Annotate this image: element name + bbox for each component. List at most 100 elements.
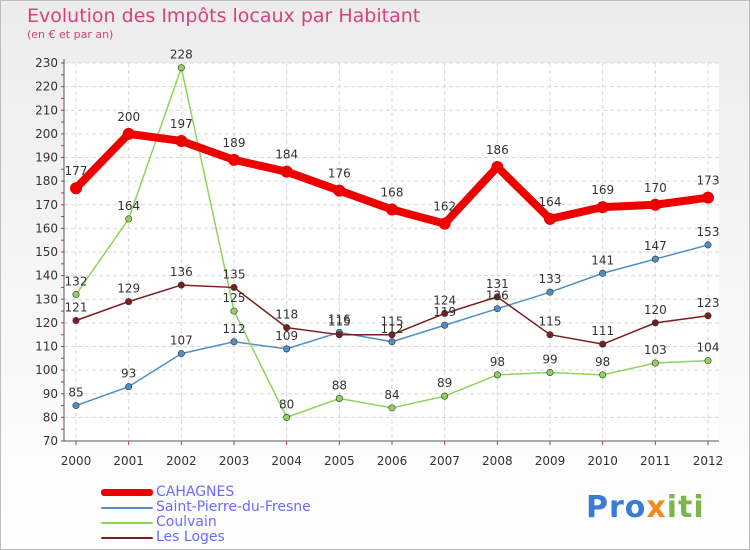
legend-swatch-les-loges bbox=[101, 537, 153, 539]
series bbox=[70, 64, 714, 421]
data-point-cahagnes bbox=[702, 191, 714, 204]
data-point-les-loges bbox=[599, 340, 607, 348]
data-point-saint-pierre-du-fresne bbox=[651, 255, 659, 263]
data-point-les-loges bbox=[230, 283, 238, 291]
logo-part-1: Pro bbox=[586, 490, 647, 525]
data-point-coulvain bbox=[651, 359, 659, 367]
data-label-coulvain: 88 bbox=[332, 378, 347, 392]
data-label-cahagnes: 197 bbox=[170, 117, 193, 131]
y-tick-label: 150 bbox=[35, 245, 58, 259]
y-tick-label: 190 bbox=[35, 151, 58, 165]
data-label-coulvain: 80 bbox=[279, 397, 294, 411]
x-tick-label: 2010 bbox=[587, 454, 618, 468]
data-label-coulvain: 98 bbox=[490, 355, 505, 369]
data-labels: 85 93 107 112 109 116 112 119 126 133 141 147 153 132… bbox=[65, 48, 720, 412]
data-point-les-loges bbox=[72, 317, 80, 325]
proxiti-logo: Proxiti bbox=[586, 490, 705, 525]
data-label-saint-pierre-du-fresne: 116 bbox=[328, 312, 351, 326]
data-point-les-loges bbox=[335, 331, 343, 339]
data-point-saint-pierre-du-fresne bbox=[125, 383, 133, 391]
data-point-cahagnes bbox=[122, 127, 135, 140]
y-tick-label: 180 bbox=[35, 174, 58, 188]
data-label-les-loges: 135 bbox=[223, 267, 246, 281]
data-label-cahagnes: 186 bbox=[486, 143, 509, 157]
data-label-cahagnes: 176 bbox=[328, 167, 351, 181]
data-label-saint-pierre-du-fresne: 119 bbox=[433, 305, 456, 319]
data-point-coulvain bbox=[441, 392, 449, 400]
data-point-cahagnes bbox=[491, 160, 504, 173]
data-label-coulvain: 164 bbox=[117, 199, 140, 213]
data-label-les-loges: 136 bbox=[170, 265, 193, 279]
y-tick-label: 160 bbox=[35, 221, 58, 235]
legend-label-coulvain: Coulvain bbox=[156, 514, 217, 530]
data-point-les-loges bbox=[283, 324, 291, 332]
data-label-saint-pierre-du-fresne: 147 bbox=[644, 239, 667, 253]
data-label-saint-pierre-du-fresne: 107 bbox=[170, 334, 193, 348]
y-tick-label: 130 bbox=[35, 292, 58, 306]
y-tick-label: 100 bbox=[35, 363, 58, 377]
data-label-cahagnes: 164 bbox=[539, 195, 562, 209]
data-label-saint-pierre-du-fresne: 153 bbox=[697, 225, 720, 239]
chart-title: Evolution des Impôts locaux par Habitant bbox=[27, 5, 421, 27]
data-label-saint-pierre-du-fresne: 112 bbox=[381, 322, 404, 336]
data-label-les-loges: 129 bbox=[117, 282, 140, 296]
data-point-cahagnes bbox=[70, 182, 82, 195]
data-label-coulvain: 99 bbox=[542, 352, 557, 366]
data-point-cahagnes bbox=[596, 201, 609, 214]
data-point-saint-pierre-du-fresne bbox=[546, 288, 554, 296]
data-point-les-loges bbox=[704, 312, 712, 320]
legend-swatch-cahagnes bbox=[101, 489, 153, 496]
data-point-cahagnes bbox=[649, 198, 662, 211]
data-label-saint-pierre-du-fresne: 85 bbox=[68, 386, 83, 400]
x-tick-label: 2000 bbox=[61, 454, 92, 468]
data-label-cahagnes: 200 bbox=[117, 110, 140, 124]
data-point-coulvain bbox=[546, 368, 554, 376]
chart-subtitle: (en € et par an) bbox=[27, 28, 114, 41]
x-tick-label: 2006 bbox=[377, 454, 408, 468]
y-tick-label: 140 bbox=[35, 269, 58, 283]
legend-swatch-saint-pierre-du-fresne bbox=[101, 507, 153, 509]
data-label-les-loges: 115 bbox=[328, 315, 351, 329]
data-label-cahagnes: 168 bbox=[381, 185, 404, 199]
data-point-cahagnes bbox=[438, 217, 451, 230]
data-label-les-loges: 118 bbox=[275, 308, 298, 322]
data-point-saint-pierre-du-fresne bbox=[441, 321, 449, 329]
data-label-saint-pierre-du-fresne: 109 bbox=[275, 329, 298, 343]
data-point-coulvain bbox=[493, 371, 501, 379]
data-label-les-loges: 131 bbox=[486, 277, 509, 291]
data-point-les-loges bbox=[493, 293, 501, 301]
data-point-cahagnes bbox=[175, 134, 188, 147]
data-label-coulvain: 132 bbox=[65, 275, 88, 289]
data-point-coulvain bbox=[230, 307, 238, 315]
y-tick-label: 230 bbox=[35, 56, 58, 70]
y-tick-label: 70 bbox=[43, 434, 58, 448]
data-point-cahagnes bbox=[280, 165, 293, 178]
data-label-saint-pierre-du-fresne: 133 bbox=[539, 272, 562, 286]
y-tick-label: 220 bbox=[35, 80, 58, 94]
logo-part-3: iti bbox=[666, 490, 705, 525]
data-label-les-loges: 115 bbox=[539, 315, 562, 329]
data-point-les-loges bbox=[388, 331, 396, 339]
data-point-coulvain bbox=[599, 371, 607, 379]
data-point-cahagnes bbox=[544, 212, 556, 225]
data-label-les-loges: 111 bbox=[591, 324, 614, 338]
legend-swatch-coulvain bbox=[101, 522, 153, 524]
data-label-cahagnes: 173 bbox=[697, 174, 720, 188]
data-point-saint-pierre-du-fresne bbox=[493, 305, 501, 313]
y-tick-label: 90 bbox=[43, 387, 58, 401]
axes: 7080901001101201301401501601701801902002… bbox=[35, 56, 723, 468]
data-label-saint-pierre-du-fresne: 126 bbox=[486, 289, 509, 303]
data-point-coulvain bbox=[335, 394, 343, 402]
y-tick-label: 80 bbox=[43, 410, 58, 424]
data-point-les-loges bbox=[177, 281, 185, 289]
data-label-cahagnes: 169 bbox=[591, 183, 614, 197]
data-label-saint-pierre-du-fresne: 112 bbox=[223, 322, 246, 336]
data-point-les-loges bbox=[441, 309, 449, 317]
logo-part-2: x bbox=[646, 490, 667, 525]
x-tick-label: 2008 bbox=[482, 454, 513, 468]
data-label-les-loges: 121 bbox=[65, 301, 88, 315]
data-point-saint-pierre-du-fresne bbox=[599, 269, 607, 277]
data-point-saint-pierre-du-fresne bbox=[704, 241, 712, 249]
data-point-coulvain bbox=[125, 215, 133, 223]
data-label-coulvain: 104 bbox=[697, 341, 720, 355]
